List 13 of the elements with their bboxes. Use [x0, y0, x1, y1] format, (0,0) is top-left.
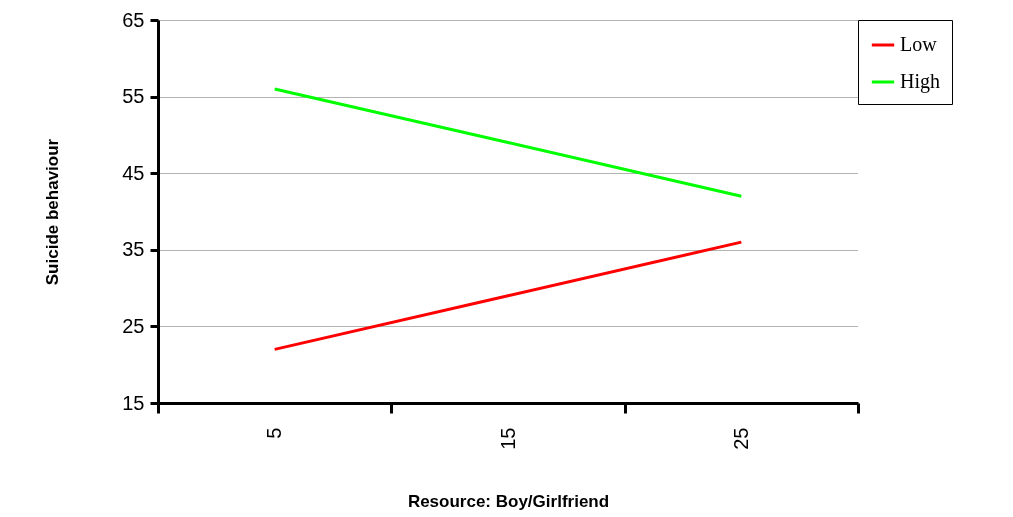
y-tick-label: 65 [122, 8, 145, 31]
x-axis-title: Resource: Boy/Girlfriend [407, 491, 610, 511]
y-tick-label: 15 [122, 391, 145, 414]
legend-label: Low [900, 33, 938, 55]
x-tick-label: 25 [729, 427, 752, 450]
y-tick-label: 45 [122, 161, 145, 184]
legend-label: High [900, 70, 940, 93]
y-axis-title: Suicide behaviour [43, 138, 63, 286]
x-tick-label: 15 [496, 427, 519, 450]
x-tick-label: 5 [263, 427, 286, 439]
y-tick-label: 55 [122, 85, 145, 108]
y-tick-label: 25 [122, 314, 145, 337]
y-tick-label: 35 [122, 238, 145, 261]
